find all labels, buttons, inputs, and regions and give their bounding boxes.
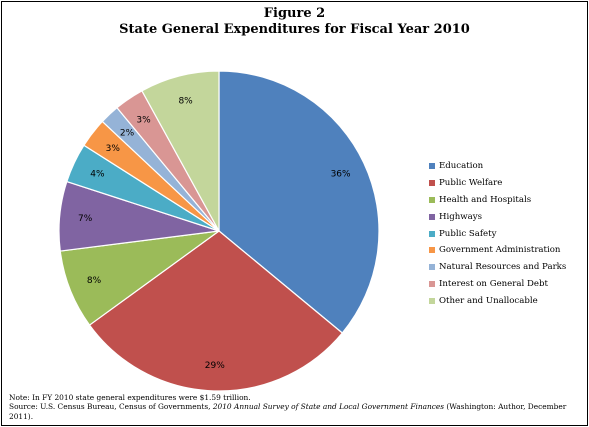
legend-swatch: [429, 230, 435, 237]
legend-swatch: [429, 264, 435, 271]
source-prefix: Source: U.S. Census Bureau, Census of Go…: [9, 402, 213, 412]
legend-label: Education: [439, 161, 484, 172]
legend-label: Public Safety: [439, 228, 497, 239]
legend-item: Government Administration: [429, 242, 566, 259]
legend-label: Highways: [439, 211, 483, 222]
legend-item: Education: [429, 158, 566, 175]
legend: Education Public Welfare Health and Hospit…: [429, 158, 566, 309]
pie-slices: [58, 70, 380, 392]
pie-labels: 36%29%8%7%4%3%2%3%8%: [78, 96, 351, 371]
legend-label: Public Welfare: [439, 178, 503, 189]
data-label: 3%: [106, 144, 121, 154]
legend-label: Other and Unallocable: [439, 295, 538, 306]
legend-item: Public Safety: [429, 225, 566, 242]
legend-item: Highways: [429, 208, 566, 225]
legend-swatch: [429, 196, 435, 203]
legend-swatch: [429, 213, 435, 220]
legend-item: Natural Resources and Parks: [429, 259, 566, 276]
legend-swatch: [429, 280, 435, 287]
legend-label: Interest on General Debt: [439, 278, 548, 289]
source-line: Source: U.S. Census Bureau, Census of Go…: [9, 402, 581, 421]
data-label: 8%: [178, 96, 193, 106]
pie-slice-public-welfare: [88, 230, 344, 392]
data-label: 36%: [331, 169, 351, 179]
legend-swatch: [429, 180, 435, 187]
data-label: 29%: [205, 361, 225, 371]
legend-label: Health and Hospitals: [439, 194, 532, 205]
legend-label: Natural Resources and Parks: [439, 262, 567, 273]
data-label: 4%: [90, 169, 105, 179]
pie-slice-other-and-unallocable: [141, 70, 220, 232]
footnote: Note: In FY 2010 state general expenditu…: [9, 393, 581, 421]
data-label: 3%: [136, 115, 151, 125]
legend-swatch: [429, 163, 435, 170]
legend-item: Health and Hospitals: [429, 192, 566, 209]
data-label: 7%: [78, 214, 93, 224]
source-title: 2010 Annual Survey of State and Local Go…: [212, 402, 445, 412]
legend-item: Other and Unallocable: [429, 292, 566, 309]
pie-slice-education: [218, 70, 380, 334]
source-suffix: (Washington: Author, December 2011).: [9, 402, 567, 421]
note-line: Note: In FY 2010 state general expenditu…: [9, 393, 251, 402]
legend-label: Government Administration: [439, 245, 561, 256]
legend-swatch: [429, 297, 435, 304]
legend-item: Public Welfare: [429, 175, 566, 192]
data-label: 8%: [87, 276, 102, 286]
legend-swatch: [429, 247, 435, 254]
data-label: 2%: [120, 129, 135, 139]
chart-title: State General Expenditures for Fiscal Ye…: [119, 22, 470, 37]
figure-number: Figure 2: [263, 6, 326, 21]
legend-item: Interest on General Debt: [429, 276, 566, 293]
